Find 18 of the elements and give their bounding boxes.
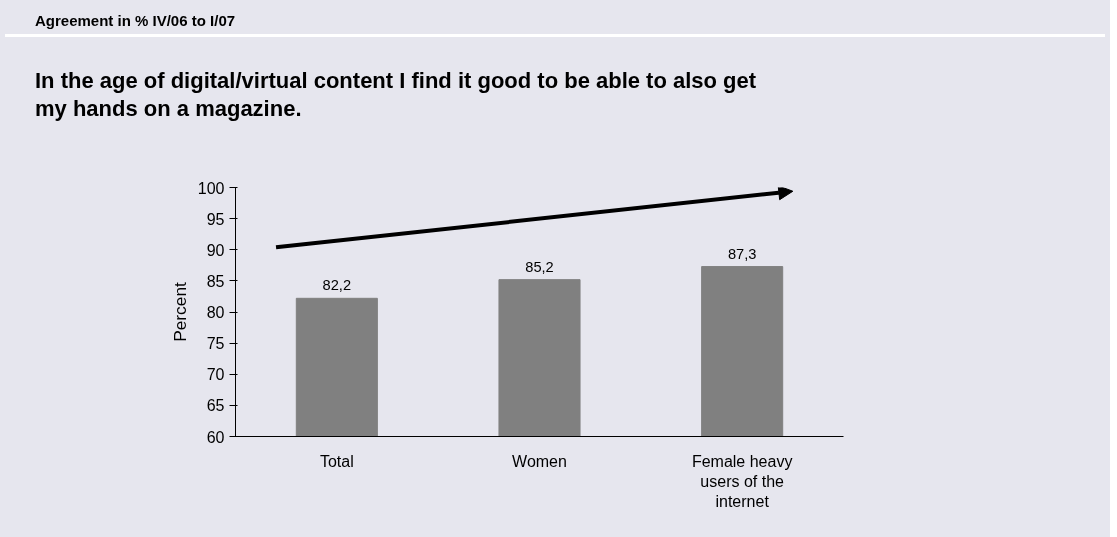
y-tick-label: 85: [206, 272, 225, 290]
y-tick-label: 60: [206, 428, 225, 446]
y-tick-label: 75: [206, 335, 225, 353]
y-tick-label: 65: [206, 397, 225, 415]
chart-subtitle: Agreement in % IV/06 to I/07: [35, 11, 236, 31]
y-axis-title: Percent: [169, 281, 190, 342]
y-tick-label: 95: [206, 210, 225, 228]
data-label: 82,2: [322, 277, 352, 294]
data-label: 85,2: [525, 258, 554, 275]
data-label: 87,3: [727, 245, 757, 262]
x-tick-label: Female heavy users of the internet: [691, 452, 793, 511]
y-tick-label: 90: [206, 241, 225, 259]
y-tick-label: 80: [206, 304, 225, 321]
y-tick-label: 100: [197, 179, 225, 197]
x-tick-label: Total: [319, 452, 354, 470]
chart-title: In the age of digital/virtual content I find it good to be able to also get my hands on a magazine.: [35, 67, 758, 122]
x-tick-label: Women: [512, 452, 567, 470]
y-tick-label: 70: [206, 366, 225, 384]
